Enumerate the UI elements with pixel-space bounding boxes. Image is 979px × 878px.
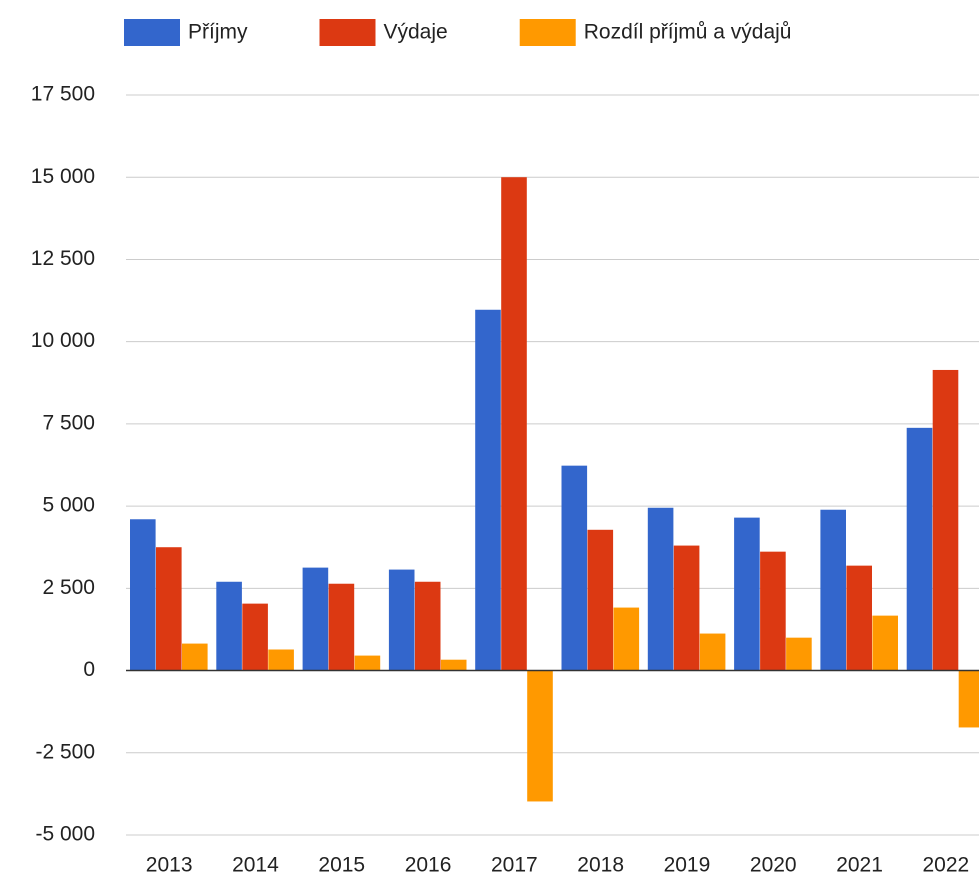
- y-tick-label: 2 500: [42, 576, 95, 599]
- bar: [958, 670, 979, 728]
- x-tick-label: 2015: [318, 854, 365, 877]
- x-tick-label: 2017: [491, 854, 538, 877]
- bar: [786, 637, 812, 671]
- bar: [354, 655, 381, 671]
- y-tick-label: -2 500: [35, 740, 95, 763]
- bar: [699, 633, 726, 671]
- x-tick-label: 2014: [232, 854, 279, 877]
- legend-swatch: [319, 19, 376, 46]
- x-tick-label: 2016: [405, 854, 452, 877]
- x-tick-label: 2019: [664, 854, 711, 877]
- legend-label: Rozdíl příjmů a výdajů: [584, 21, 792, 44]
- bar: [130, 519, 156, 671]
- legend-label: Příjmy: [188, 21, 248, 44]
- bar: [587, 529, 614, 671]
- y-tick-label: 15 000: [31, 165, 95, 188]
- bar: [501, 177, 527, 671]
- y-tick-label: -5 000: [35, 823, 95, 846]
- bar: [872, 615, 898, 671]
- x-tick-label: 2021: [836, 854, 883, 877]
- bar: [906, 427, 933, 671]
- y-tick-label: 7 500: [42, 411, 95, 434]
- x-tick-label: 2013: [146, 854, 193, 877]
- y-tick-label: 12 500: [31, 247, 95, 270]
- y-tick-label: 17 500: [31, 83, 95, 106]
- bar: [268, 649, 294, 671]
- bar: [242, 603, 268, 671]
- bar: [440, 659, 467, 671]
- bar: [328, 583, 355, 671]
- y-tick-label: 10 000: [31, 329, 95, 352]
- y-tick-label: 0: [83, 658, 95, 681]
- legend-swatch: [124, 19, 180, 46]
- x-tick-label: 2020: [750, 854, 797, 877]
- bar: [561, 465, 588, 671]
- bar: [475, 309, 501, 671]
- legend-label: Výdaje: [384, 21, 448, 44]
- x-tick-label: 2022: [922, 854, 969, 877]
- bar: [932, 369, 959, 671]
- bar: [647, 507, 674, 671]
- bar: [820, 509, 846, 671]
- bar: [182, 643, 208, 671]
- x-tick-label: 2018: [577, 854, 624, 877]
- legend-swatch: [519, 19, 576, 46]
- bar: [734, 517, 760, 671]
- y-tick-label: 5 000: [42, 494, 95, 517]
- bar: [216, 581, 242, 671]
- bar: [613, 607, 640, 671]
- bar: [527, 670, 553, 802]
- bar: [673, 545, 700, 671]
- bar: [846, 565, 872, 671]
- bar: [414, 581, 441, 671]
- bar: [388, 569, 415, 671]
- bar: [156, 547, 182, 671]
- bar: [302, 567, 329, 671]
- bar: [760, 551, 786, 671]
